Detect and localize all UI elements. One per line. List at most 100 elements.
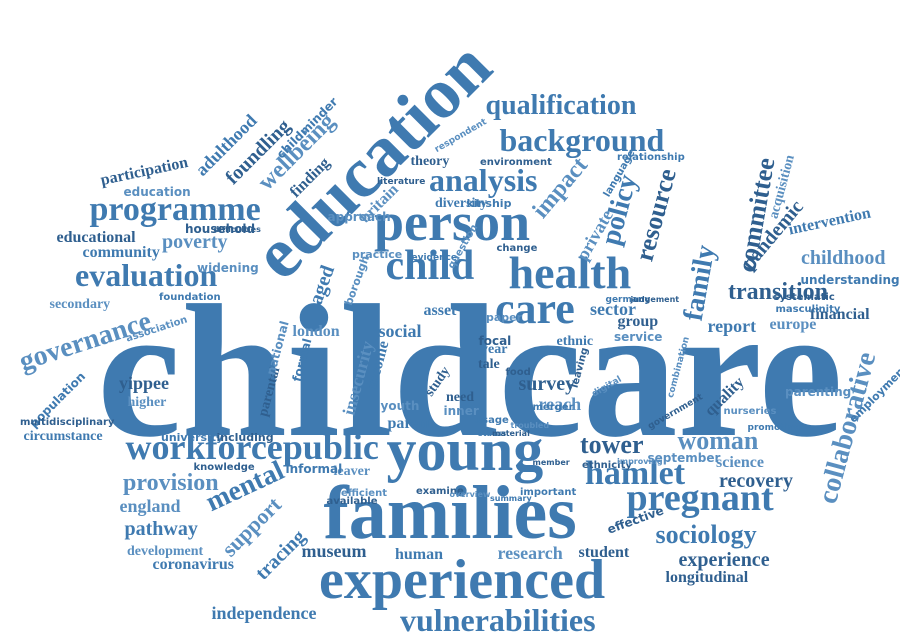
- word-status: status: [478, 429, 507, 438]
- word-provision: provision: [123, 470, 219, 496]
- word-informal: informal: [285, 462, 343, 476]
- word-vulnerabilities: vulnerabilities: [400, 602, 596, 637]
- word-judgement: judgement: [630, 295, 680, 304]
- word-available: available: [326, 496, 378, 507]
- word-change: change: [496, 243, 538, 254]
- word-material: material: [492, 429, 530, 438]
- word-poverty: poverty: [162, 231, 228, 253]
- word-survey: survey: [518, 373, 576, 395]
- word-environment: environment: [480, 157, 552, 168]
- word-youth: youth: [380, 399, 420, 413]
- word-pathway: pathway: [124, 518, 198, 540]
- word-hamlet: hamlet: [585, 455, 686, 492]
- word-household: household: [185, 222, 256, 236]
- word-kinship: kinship: [466, 196, 512, 210]
- word-approach: approach: [327, 210, 391, 224]
- word-multidisciplinary: multidisciplinary: [20, 417, 115, 428]
- word-theory: theory: [410, 154, 450, 169]
- word-university: university: [161, 430, 224, 444]
- word-community: community: [82, 244, 160, 261]
- word-young: young: [386, 417, 544, 483]
- word-europe: europe: [769, 316, 817, 333]
- word-parenting: parenting: [785, 385, 852, 399]
- word-need: need: [446, 390, 474, 405]
- word-inner: inner: [443, 404, 479, 418]
- word-independence: independence: [211, 603, 317, 623]
- word-science: science: [716, 454, 764, 471]
- word-service: service: [614, 330, 663, 344]
- word-practice: practice: [352, 247, 403, 261]
- word-usage: usage: [475, 415, 509, 426]
- word-relationship: relationship: [617, 152, 685, 163]
- word-promoting: promoting: [747, 422, 801, 433]
- word-literature: literature: [377, 176, 426, 187]
- word-year: year: [481, 342, 508, 357]
- word-masculinity: masculinity: [775, 304, 841, 315]
- word-person: person: [374, 192, 531, 252]
- word-member: member: [532, 458, 570, 467]
- word-germany: germany: [605, 294, 651, 305]
- word-woman: woman: [677, 426, 759, 455]
- word-nurseries: nurseries: [723, 406, 777, 417]
- word-tower: tower: [580, 430, 644, 459]
- word-transition: transition: [728, 279, 829, 305]
- word-understanding: understanding: [800, 273, 900, 287]
- word-food: food: [505, 367, 531, 378]
- word-health: health: [508, 247, 632, 298]
- word-examine: examine: [416, 486, 464, 497]
- word-workforcepublic: workforcepublic: [125, 427, 379, 467]
- word-museum: museum: [301, 541, 367, 561]
- word-coronavirus: coronavirus: [152, 556, 234, 573]
- word-analysis: analysis: [429, 162, 538, 198]
- word-families: families: [323, 471, 577, 555]
- word-foundation: foundation: [159, 292, 221, 303]
- word-longitudinal: longitudinal: [665, 569, 749, 586]
- word-qualification: qualification: [485, 90, 637, 121]
- word-social: social: [378, 321, 422, 341]
- word-child: child: [385, 243, 475, 289]
- word-report: report: [707, 316, 757, 336]
- word-paper: paper: [486, 310, 523, 324]
- word-asset: asset: [423, 302, 457, 319]
- word-overview: overview: [449, 490, 491, 499]
- word-ethnic: ethnic: [556, 334, 594, 349]
- word-difficulties: difficulties: [213, 225, 261, 234]
- word-secondary: secondary: [49, 297, 111, 312]
- word-financial: financial: [810, 306, 870, 323]
- word-september: september: [647, 451, 721, 465]
- word-troubled: troubled: [510, 421, 550, 430]
- word-sector: sector: [590, 299, 636, 319]
- word-group: group: [617, 313, 659, 330]
- word-participation: participation: [98, 153, 190, 190]
- word-tale: tale: [478, 357, 500, 372]
- word-human: human: [395, 546, 444, 563]
- word-knowledge: knowledge: [193, 462, 255, 473]
- word-evidence: evidence: [411, 252, 457, 263]
- word-evaluation: evaluation: [75, 257, 218, 293]
- word-yippee: yippee: [119, 373, 170, 393]
- word-diversity: diversity: [435, 196, 488, 211]
- word-experienced: experienced: [319, 549, 606, 611]
- word-student: student: [578, 544, 630, 561]
- word-efficient: efficient: [341, 488, 387, 499]
- word-widening: widening: [197, 261, 259, 275]
- word-merger: merger: [532, 402, 574, 413]
- word-care: care: [495, 284, 575, 333]
- word-important: important: [520, 487, 577, 498]
- word-childhood: childhood: [801, 247, 886, 269]
- word-recovery: recovery: [719, 470, 794, 492]
- word-educational: educational: [56, 229, 136, 246]
- word-england: england: [119, 496, 181, 516]
- word-focal: focal: [478, 334, 512, 348]
- word-reach: reach: [538, 394, 582, 414]
- word-pregnant: pregnant: [626, 477, 774, 519]
- word-systematic: systematic: [773, 292, 835, 303]
- word-sociology: sociology: [655, 520, 757, 549]
- word-development: development: [127, 544, 204, 559]
- word-background: background: [499, 122, 665, 158]
- word-education-small: education: [123, 185, 191, 199]
- word-experience: experience: [678, 549, 770, 571]
- word-london: london: [292, 323, 340, 340]
- word-including: including: [216, 430, 274, 444]
